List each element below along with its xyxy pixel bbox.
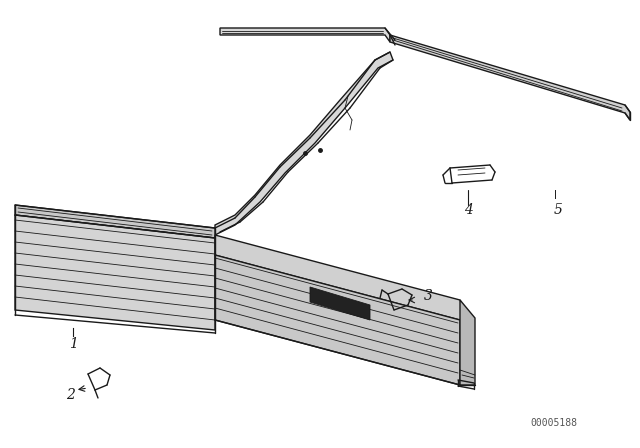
Polygon shape — [460, 300, 475, 385]
Text: 1: 1 — [68, 337, 77, 351]
Polygon shape — [215, 255, 460, 385]
Text: 3: 3 — [424, 289, 433, 303]
Text: 00005188: 00005188 — [530, 418, 577, 428]
Polygon shape — [215, 235, 465, 320]
Polygon shape — [220, 28, 390, 42]
Text: 5: 5 — [554, 203, 563, 217]
Polygon shape — [390, 35, 630, 120]
Polygon shape — [15, 205, 215, 238]
Text: 2: 2 — [65, 388, 74, 402]
Polygon shape — [215, 52, 393, 235]
Polygon shape — [310, 287, 370, 320]
Polygon shape — [15, 215, 215, 330]
Text: 4: 4 — [463, 203, 472, 217]
